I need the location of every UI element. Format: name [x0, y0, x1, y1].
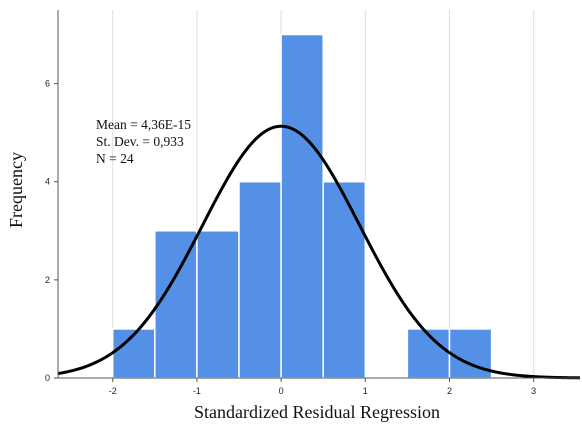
stats-sd-label: St. Dev. = 0,933: [96, 134, 184, 149]
histogram-bars: [111, 33, 493, 379]
x-tick-label-3: 1: [363, 386, 368, 396]
y-axis-title: Frequency: [6, 152, 26, 228]
axes: [57, 10, 580, 379]
y-tick-label-3: 6: [45, 79, 50, 89]
x-tick-label-4: 2: [447, 386, 452, 396]
y-tick-label-0: 0: [45, 373, 50, 383]
y-tick-label-1: 2: [45, 275, 50, 285]
stats-mean-label: Mean = 4,36E-15: [96, 117, 191, 132]
histogram-bar-4: [280, 33, 324, 379]
histogram-bar-2: [196, 230, 240, 379]
histogram-bar-3: [238, 180, 282, 379]
x-tick-label-1: -1: [193, 386, 201, 396]
histogram-bar-5: [322, 180, 367, 379]
y-tick-label-2: 4: [45, 177, 50, 187]
x-tick-label-5: 3: [531, 386, 536, 396]
x-tick-label-2: 0: [279, 386, 284, 396]
normal-curve: [57, 124, 581, 380]
x-tick-label-0: -2: [109, 386, 117, 396]
tick-labels: -2 -1 0 1 2 3 0 2 4 6: [45, 79, 536, 396]
stats-n-label: N = 24: [96, 151, 134, 166]
x-axis-title: Standardized Residual Regression: [194, 402, 440, 422]
histogram-bar-1: [154, 230, 198, 379]
